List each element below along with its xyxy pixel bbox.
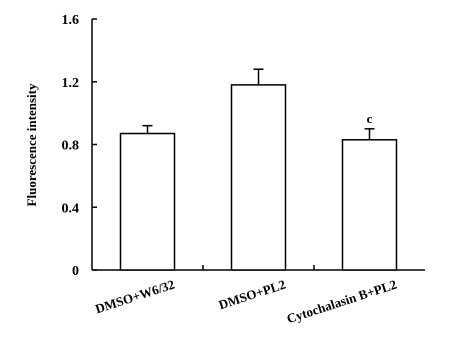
x-tick-label: DMSO+W6/32 xyxy=(93,277,176,317)
bar xyxy=(341,139,398,271)
x-tick-label: DMSO+PL2 xyxy=(217,277,288,313)
significance-label: c xyxy=(367,111,373,126)
x-tick-label: Cytochalasin B+PL2 xyxy=(285,277,399,327)
y-tick-label: 1.6 xyxy=(62,13,80,28)
y-tick-label: 0.4 xyxy=(62,201,80,216)
y-tick-label: 1.2 xyxy=(62,76,80,91)
y-axis-title: Fluorescence intensity xyxy=(24,83,39,206)
y-tick-label: 0.8 xyxy=(62,139,80,154)
bar xyxy=(119,132,176,271)
bar xyxy=(230,84,287,271)
y-tick-label: 0 xyxy=(72,264,79,279)
